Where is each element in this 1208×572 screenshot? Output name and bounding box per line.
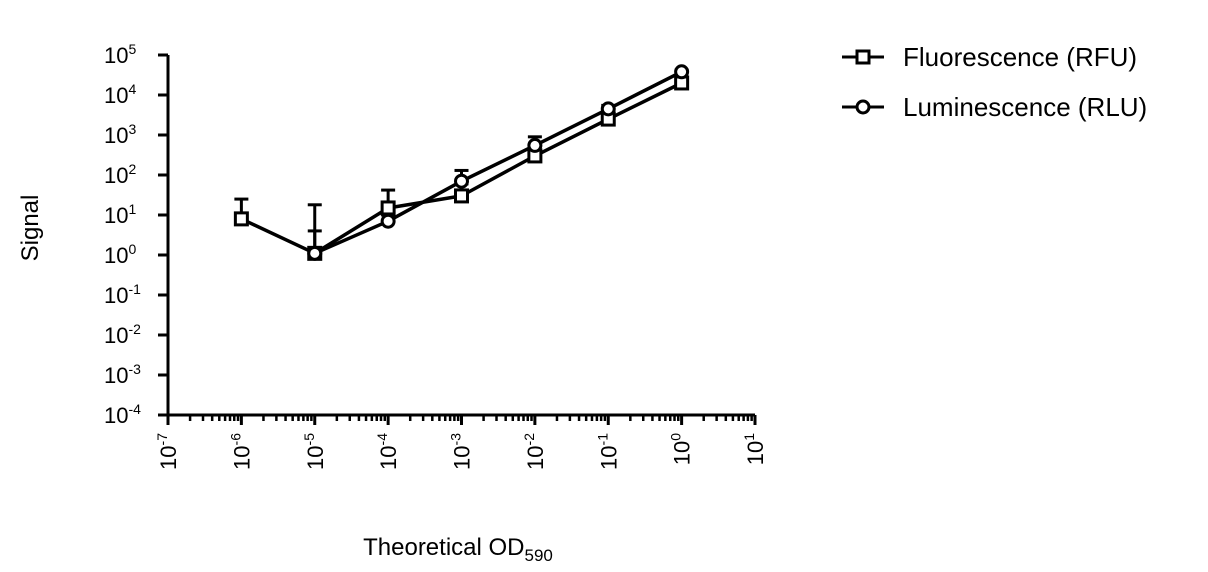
y-tick-label: 103 bbox=[104, 121, 136, 148]
x-axis-title-main: Theoretical OD bbox=[363, 534, 524, 561]
legend-marker-circle bbox=[855, 99, 871, 115]
legend-marker-square bbox=[855, 49, 871, 65]
y-tick-base: 10 bbox=[104, 83, 128, 108]
x-tick-exponent: 0 bbox=[668, 433, 684, 441]
y-tick-label: 105 bbox=[104, 41, 136, 68]
x-tick-label: 101 bbox=[741, 433, 768, 465]
y-tick-exponent: 5 bbox=[128, 41, 136, 57]
y-tick-label: 102 bbox=[104, 161, 136, 188]
x-tick-label: 10-3 bbox=[448, 433, 475, 470]
x-tick-exponent: -1 bbox=[594, 433, 610, 446]
y-tick-exponent: -4 bbox=[128, 401, 141, 417]
y-tick-exponent: -3 bbox=[128, 361, 141, 377]
data-point-circle bbox=[380, 213, 396, 229]
x-tick-base: 10 bbox=[450, 445, 475, 469]
legend-label-luminescence: Luminescence (RLU) bbox=[903, 92, 1147, 122]
y-tick-exponent: -1 bbox=[128, 281, 141, 297]
data-point-square bbox=[380, 200, 396, 216]
x-tick-label: 10-6 bbox=[227, 433, 254, 470]
legend-item-luminescence: Luminescence (RLU) bbox=[842, 92, 1147, 122]
y-tick-exponent: 4 bbox=[128, 81, 136, 97]
y-tick-label: 101 bbox=[104, 201, 136, 228]
x-tick-base: 10 bbox=[156, 445, 181, 469]
x-tick-base: 10 bbox=[303, 445, 328, 469]
x-tick-base: 10 bbox=[523, 445, 548, 469]
y-tick-base: 10 bbox=[104, 43, 128, 68]
y-tick-label: 10-4 bbox=[104, 401, 141, 428]
x-tick-exponent: -3 bbox=[448, 433, 464, 446]
legend-item-fluorescence: Fluorescence (RFU) bbox=[842, 42, 1137, 72]
y-tick-label: 104 bbox=[104, 81, 136, 108]
x-tick-label: 10-4 bbox=[374, 433, 401, 470]
series-line-luminescence bbox=[314, 70, 683, 255]
series-luminescence bbox=[307, 64, 690, 261]
x-tick-base: 10 bbox=[670, 441, 695, 465]
x-tick-label: 10-2 bbox=[521, 433, 548, 470]
y-tick-base: 10 bbox=[104, 163, 128, 188]
y-tick-exponent: 3 bbox=[128, 121, 136, 137]
data-point-circle bbox=[527, 137, 543, 153]
x-tick-base: 10 bbox=[376, 445, 401, 469]
data-point-circle bbox=[307, 245, 323, 261]
series-layer bbox=[233, 64, 690, 261]
x-tick-base: 10 bbox=[229, 445, 254, 469]
x-tick-label: 10-1 bbox=[594, 433, 621, 470]
y-tick-base: 10 bbox=[104, 363, 128, 388]
axes bbox=[166, 55, 755, 417]
x-tick-exponent: -2 bbox=[521, 433, 537, 446]
x-axis-title-subscript: 590 bbox=[525, 546, 553, 565]
data-point-circle bbox=[600, 101, 616, 117]
y-axis-title: Signal bbox=[17, 195, 44, 262]
y-tick-base: 10 bbox=[104, 403, 128, 428]
y-tick-label: 10-2 bbox=[104, 321, 141, 348]
data-point-circle bbox=[674, 64, 690, 80]
x-tick-exponent: -5 bbox=[301, 433, 317, 446]
x-tick-exponent: -7 bbox=[154, 433, 170, 446]
data-point-square bbox=[454, 188, 469, 204]
x-tick-base: 10 bbox=[743, 441, 768, 465]
y-tick-exponent: 1 bbox=[128, 201, 136, 217]
y-tick-base: 10 bbox=[104, 123, 128, 148]
x-axis-title: Theoretical OD590 bbox=[363, 534, 553, 565]
legend: Fluorescence (RFU) Luminescence (RLU) bbox=[842, 42, 1147, 122]
x-tick-label: 10-7 bbox=[154, 433, 181, 470]
x-tick-base: 10 bbox=[596, 445, 621, 469]
legend-label-fluorescence: Fluorescence (RFU) bbox=[903, 42, 1137, 72]
data-point-circle bbox=[454, 173, 469, 189]
y-tick-label: 100 bbox=[104, 241, 136, 268]
y-tick-exponent: 0 bbox=[128, 241, 136, 257]
y-tick-base: 10 bbox=[104, 203, 128, 228]
y-tick-base: 10 bbox=[104, 283, 128, 308]
x-tick-label: 100 bbox=[668, 433, 695, 465]
x-tick-exponent: 1 bbox=[741, 433, 757, 441]
y-tick-base: 10 bbox=[104, 323, 128, 348]
x-tick-exponent: -4 bbox=[374, 433, 390, 446]
y-tick-exponent: -2 bbox=[128, 321, 141, 337]
x-tick-label: 10-5 bbox=[301, 433, 328, 470]
y-tick-exponent: 2 bbox=[128, 161, 136, 177]
y-tick-label: 10-3 bbox=[104, 361, 141, 388]
data-point-square bbox=[233, 211, 249, 227]
x-tick-exponent: -6 bbox=[227, 433, 243, 446]
y-tick-label: 10-1 bbox=[104, 281, 141, 308]
y-tick-base: 10 bbox=[104, 243, 128, 268]
